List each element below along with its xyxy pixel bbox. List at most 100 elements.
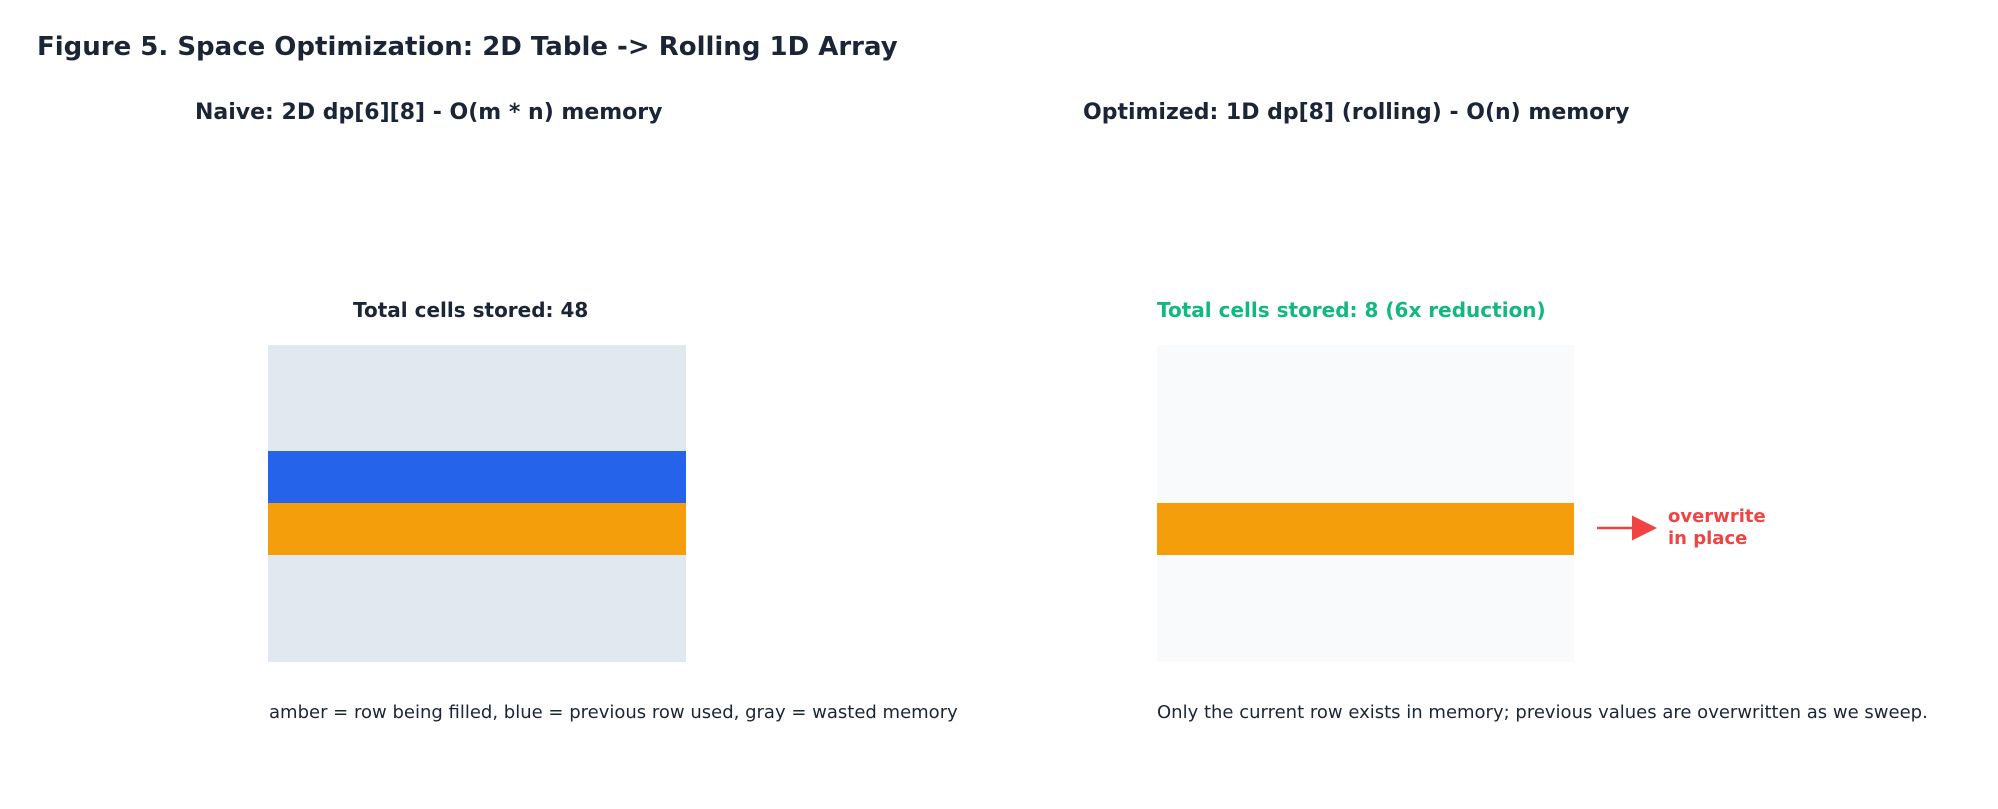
table-cell-r3-c1: [320, 503, 373, 556]
table-cell-r4-c6: [580, 555, 634, 609]
table-cell-r4-c4: [476, 555, 530, 609]
table-cell-r4-c4: [1365, 555, 1418, 609]
naive-total-cells: Total cells stored: 48: [353, 298, 589, 322]
table-cell-r3-c5: [1417, 503, 1470, 556]
table-cell-r4-c7: [1521, 555, 1574, 609]
table-cell-r4-c0: [1157, 555, 1210, 609]
table-cell-r0-c4: [1365, 345, 1418, 399]
optimized-panel-title: Optimized: 1D dp[8] (rolling) - O(n) mem…: [1083, 100, 1630, 125]
optimized-total-cells: Total cells stored: 8 (6x reduction): [1157, 298, 1546, 322]
table-cell-r3-c7: [632, 503, 686, 556]
table-cell-r3-c4: [476, 503, 530, 556]
table-cell-r0-c1: [1209, 345, 1262, 399]
table-cell-r5-c1: [1209, 608, 1262, 662]
optimized-1d-array: [1157, 345, 1574, 662]
table-cell-r5-c4: [1365, 608, 1418, 662]
table-cell-r1-c7: [1521, 398, 1574, 452]
table-cell-r5-c1: [320, 608, 373, 662]
table-cell-r0-c0: [268, 345, 321, 399]
table-cell-r5-c5: [528, 608, 582, 662]
table-cell-r5-c6: [580, 608, 634, 662]
table-cell-r4-c2: [1261, 555, 1314, 609]
table-cell-r2-c0: [268, 451, 321, 504]
table-cell-r3-c0: [268, 503, 321, 556]
table-cell-r1-c4: [476, 398, 530, 452]
table-cell-r5-c4: [476, 608, 530, 662]
table-cell-r3-c7: [1521, 503, 1574, 556]
table-cell-r0-c5: [528, 345, 582, 399]
table-cell-r1-c3: [1313, 398, 1366, 452]
table-cell-r0-c2: [1261, 345, 1314, 399]
table-cell-r2-c3: [1313, 451, 1366, 504]
table-cell-r1-c0: [268, 398, 321, 452]
table-cell-r4-c7: [632, 555, 686, 609]
table-cell-r1-c2: [1261, 398, 1314, 452]
table-cell-r4-c3: [424, 555, 477, 609]
table-cell-r2-c4: [476, 451, 530, 504]
table-cell-r0-c0: [1157, 345, 1210, 399]
table-cell-r2-c7: [632, 451, 686, 504]
table-cell-r3-c2: [372, 503, 425, 556]
table-cell-r5-c5: [1417, 608, 1470, 662]
table-cell-r1-c5: [528, 398, 582, 452]
table-cell-r5-c2: [1261, 608, 1314, 662]
table-cell-r0-c3: [1313, 345, 1366, 399]
table-cell-r3-c5: [528, 503, 582, 556]
table-cell-r5-c7: [632, 608, 686, 662]
table-cell-r2-c5: [528, 451, 582, 504]
table-cell-r5-c7: [1521, 608, 1574, 662]
table-cell-r0-c3: [424, 345, 477, 399]
table-cell-r1-c2: [372, 398, 425, 452]
table-cell-r0-c2: [372, 345, 425, 399]
optimized-caption: Only the current row exists in memory; p…: [1157, 702, 1928, 723]
naive-2d-table: [268, 345, 686, 662]
table-cell-r1-c1: [1209, 398, 1262, 452]
table-cell-r2-c7: [1521, 451, 1574, 504]
table-cell-r4-c5: [528, 555, 582, 609]
table-cell-r1-c6: [580, 398, 634, 452]
table-cell-r5-c6: [1469, 608, 1522, 662]
table-cell-r3-c3: [424, 503, 477, 556]
table-cell-r5-c2: [372, 608, 425, 662]
table-cell-r5-c3: [1313, 608, 1366, 662]
table-cell-r1-c5: [1417, 398, 1470, 452]
table-cell-r2-c4: [1365, 451, 1418, 504]
table-cell-r4-c3: [1313, 555, 1366, 609]
table-cell-r4-c2: [372, 555, 425, 609]
overwrite-in-place-label: overwrite in place: [1668, 506, 1766, 549]
table-cell-r2-c0: [1157, 451, 1210, 504]
table-cell-r0-c7: [1521, 345, 1574, 399]
table-cell-r2-c3: [424, 451, 477, 504]
table-cell-r2-c6: [1469, 451, 1522, 504]
table-cell-r3-c3: [1313, 503, 1366, 556]
table-cell-r0-c7: [632, 345, 686, 399]
table-cell-r0-c6: [1469, 345, 1522, 399]
naive-legend-caption: amber = row being filled, blue = previou…: [269, 702, 958, 723]
table-cell-r1-c4: [1365, 398, 1418, 452]
table-cell-r1-c0: [1157, 398, 1210, 452]
table-cell-r1-c7: [632, 398, 686, 452]
table-cell-r1-c3: [424, 398, 477, 452]
table-cell-r4-c6: [1469, 555, 1522, 609]
table-cell-r1-c1: [320, 398, 373, 452]
table-cell-r2-c2: [1261, 451, 1314, 504]
table-cell-r0-c5: [1417, 345, 1470, 399]
table-cell-r3-c1: [1209, 503, 1262, 556]
table-cell-r2-c1: [320, 451, 373, 504]
table-cell-r3-c0: [1157, 503, 1210, 556]
table-cell-r3-c6: [580, 503, 634, 556]
table-cell-r4-c5: [1417, 555, 1470, 609]
table-cell-r0-c6: [580, 345, 634, 399]
table-cell-r2-c5: [1417, 451, 1470, 504]
table-cell-r3-c2: [1261, 503, 1314, 556]
naive-panel-title: Naive: 2D dp[6][8] - O(m * n) memory: [195, 100, 663, 125]
figure-title: Figure 5. Space Optimization: 2D Table -…: [37, 32, 898, 62]
table-cell-r5-c0: [1157, 608, 1210, 662]
table-cell-r4-c1: [320, 555, 373, 609]
table-cell-r5-c3: [424, 608, 477, 662]
table-cell-r2-c2: [372, 451, 425, 504]
table-cell-r4-c1: [1209, 555, 1262, 609]
table-cell-r0-c1: [320, 345, 373, 399]
table-cell-r3-c6: [1469, 503, 1522, 556]
